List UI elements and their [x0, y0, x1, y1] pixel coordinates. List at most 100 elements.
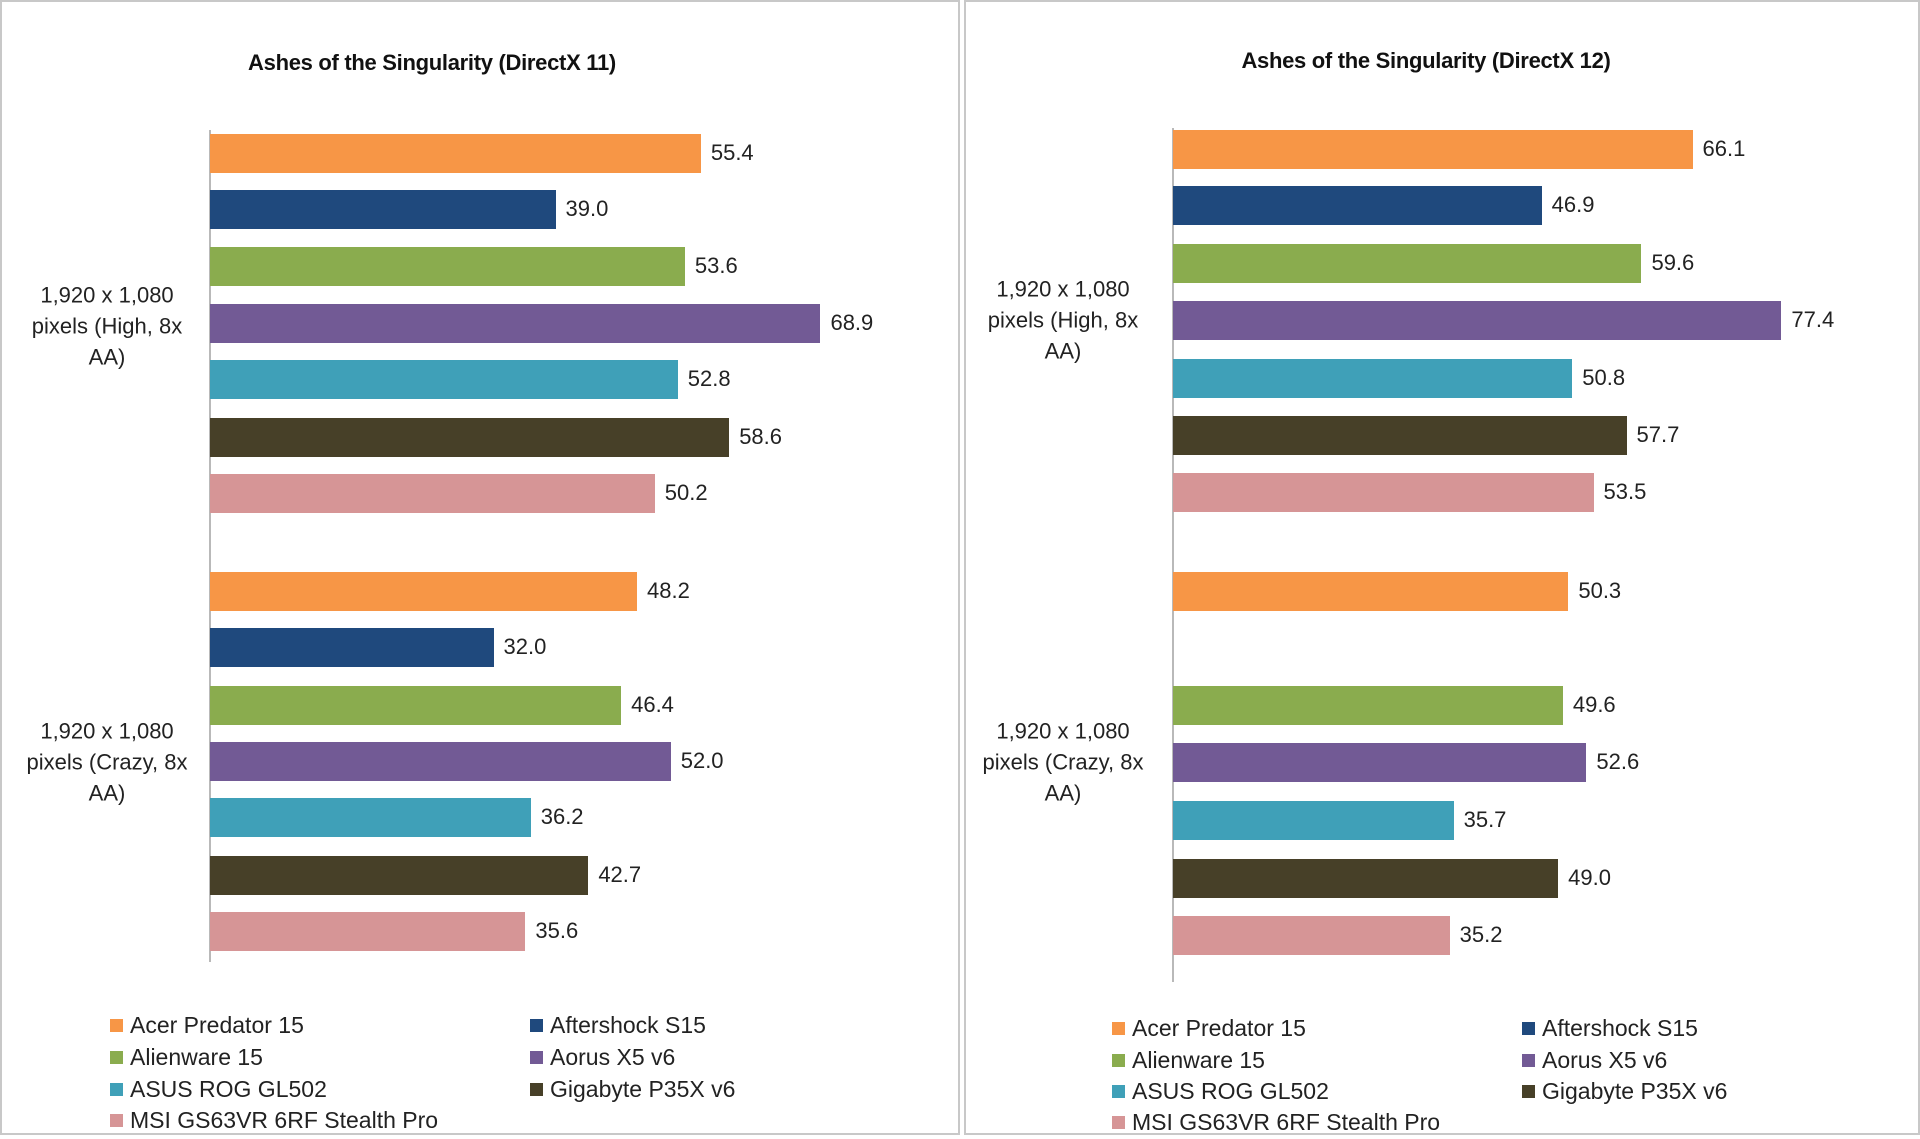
bar	[1173, 915, 1450, 955]
legend-item: Aftershock S15	[530, 1012, 706, 1039]
legend-label: Acer Predator 15	[1132, 1015, 1306, 1041]
data-label: 39.0	[565, 196, 609, 221]
legend-swatch	[110, 1019, 123, 1032]
legend-swatch	[530, 1083, 543, 1096]
legend-item: Gigabyte P35X v6	[530, 1076, 735, 1103]
data-label: 52.0	[680, 748, 724, 773]
legend-label: Gigabyte P35X v6	[1542, 1078, 1728, 1104]
bar	[1173, 300, 1782, 340]
category-tick-label: 1,920 x 1,080 pixels (Crazy, 8x AA)	[26, 718, 188, 806]
legend-label: ASUS ROG GL502	[1132, 1078, 1329, 1104]
legend-label: Aorus X5 v6	[550, 1044, 676, 1070]
bar	[210, 246, 685, 286]
legend-item: Aftershock S15	[1522, 1015, 1698, 1042]
data-label: 77.4	[1791, 307, 1835, 332]
category-tick-label: 1,920 x 1,080 pixels (High, 8x AA)	[987, 276, 1139, 364]
legend-swatch	[530, 1019, 543, 1032]
bar	[1173, 129, 1693, 169]
legend-swatch	[1112, 1085, 1125, 1098]
data-label: 52.8	[687, 366, 731, 391]
bar	[1173, 858, 1559, 898]
data-label: 48.2	[647, 578, 690, 603]
bar	[210, 741, 671, 781]
legend-swatch	[110, 1051, 123, 1064]
legend-item: Aorus X5 v6	[1522, 1047, 1667, 1074]
bar	[1173, 185, 1542, 225]
bar	[1173, 415, 1627, 455]
legend-item: MSI GS63VR 6RF Stealth Pro	[110, 1107, 438, 1134]
bar	[1173, 800, 1454, 840]
bar	[210, 189, 556, 229]
bar	[210, 133, 701, 173]
legend-item: Gigabyte P35X v6	[1522, 1078, 1727, 1105]
legend-item: Acer Predator 15	[1112, 1015, 1306, 1042]
data-label: 50.2	[664, 480, 708, 505]
bar	[210, 571, 638, 611]
category-tick-label: 1,920 x 1,080 pixels (Crazy, 8x AA)	[982, 718, 1144, 806]
bar	[1173, 243, 1642, 283]
category-axis-line	[1172, 128, 1174, 982]
data-label: 49.6	[1572, 692, 1616, 717]
data-label: 50.8	[1582, 365, 1626, 390]
data-label: 57.7	[1636, 422, 1680, 447]
bar	[1173, 571, 1569, 611]
legend-label: Aorus X5 v6	[1542, 1047, 1668, 1073]
data-label: 53.6	[694, 253, 738, 278]
legend-swatch	[1522, 1085, 1535, 1098]
legend-item: Alienware 15	[110, 1044, 263, 1071]
data-label: 49.0	[1568, 865, 1611, 890]
bar	[210, 627, 494, 667]
legend-swatch	[1522, 1054, 1535, 1067]
data-label: 35.7	[1463, 807, 1507, 832]
legend-label: ASUS ROG GL502	[130, 1076, 327, 1102]
bar	[210, 417, 730, 457]
bar	[1173, 472, 1594, 512]
chart-title: Ashes of the Singularity (DirectX 11)	[248, 50, 616, 75]
legend-item: Aorus X5 v6	[530, 1044, 675, 1071]
legend-swatch	[1112, 1022, 1125, 1035]
legend-swatch	[110, 1083, 123, 1096]
data-label: 32.0	[503, 634, 547, 659]
chart-panel-dx12: Ashes of the Singularity (DirectX 12) 1,9…	[964, 0, 1920, 1135]
legend-label: Alienware 15	[130, 1044, 263, 1070]
bar	[210, 685, 622, 725]
category-tick-label: 1,920 x 1,080 pixels (High, 8x AA)	[31, 282, 183, 370]
chart-panel-dx11: Ashes of the Singularity (DirectX 11) 1,9…	[0, 0, 960, 1135]
bar	[1173, 358, 1573, 398]
bar	[210, 303, 821, 343]
legend-label: MSI GS63VR 6RF Stealth Pro	[130, 1107, 439, 1133]
bar	[210, 911, 526, 951]
legend-item: Alienware 15	[1112, 1047, 1265, 1074]
legend-swatch	[530, 1051, 543, 1064]
legend-label: Aftershock S15	[550, 1012, 706, 1038]
legend-label: Acer Predator 15	[130, 1012, 304, 1038]
bar	[210, 473, 655, 513]
legend-label: Gigabyte P35X v6	[550, 1076, 736, 1102]
legend-item: Acer Predator 15	[110, 1012, 304, 1039]
data-label: 35.2	[1459, 922, 1503, 947]
chart-title: Ashes of the Singularity (DirectX 12)	[1241, 48, 1611, 73]
legend-item: ASUS ROG GL502	[110, 1076, 327, 1103]
legend-label: MSI GS63VR 6RF Stealth Pro	[1132, 1109, 1441, 1135]
data-label: 66.1	[1702, 136, 1746, 161]
data-label: 36.2	[540, 804, 584, 829]
legend-swatch	[1112, 1116, 1125, 1129]
data-label: 59.6	[1651, 250, 1695, 275]
legend-label: Aftershock S15	[1542, 1015, 1698, 1041]
data-label: 52.6	[1596, 749, 1640, 774]
legend-swatch	[1522, 1022, 1535, 1035]
bar	[1173, 742, 1587, 782]
data-label: 46.4	[631, 692, 674, 717]
data-label: 55.4	[710, 140, 754, 165]
data-label: 68.9	[830, 310, 874, 335]
data-label: 42.7	[598, 862, 642, 887]
data-label: 50.3	[1578, 578, 1622, 603]
legend-swatch	[1112, 1054, 1125, 1067]
data-label: 46.9	[1551, 192, 1595, 217]
data-label: 35.6	[535, 918, 579, 943]
data-label: 58.6	[739, 424, 783, 449]
category-axis-line	[209, 130, 211, 962]
bar	[1173, 685, 1563, 725]
legend-swatch	[110, 1114, 123, 1127]
data-label: 53.5	[1603, 479, 1647, 504]
